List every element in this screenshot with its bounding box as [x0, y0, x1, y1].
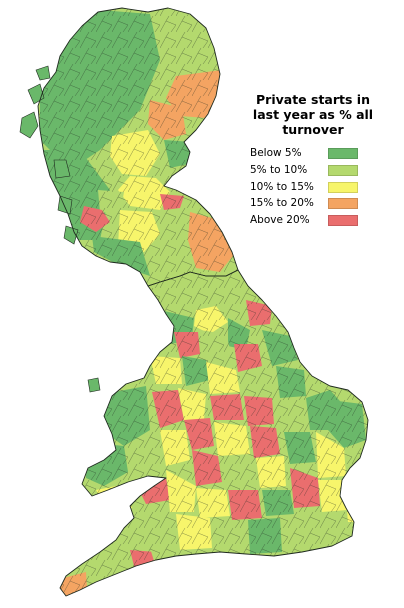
legend-item-10-to-15: 10% to 15%	[246, 180, 396, 196]
legend-title-line-3: turnover	[282, 122, 344, 137]
legend-label: 15% to 20%	[250, 197, 314, 210]
legend-item-below-5: Below 5%	[246, 146, 396, 162]
legend-swatch-dark-green	[328, 148, 358, 159]
coastline	[37, 7, 369, 597]
legend-label: 10% to 15%	[250, 180, 314, 193]
legend-swatch-light-green	[328, 164, 358, 176]
legend-swatch-yellow	[328, 181, 358, 193]
legend-title-line-2: last year as % all	[252, 107, 374, 122]
islands	[19, 65, 101, 393]
legend-label: 5% to 10%	[250, 163, 308, 176]
legend-label: Below 5%	[250, 147, 302, 159]
legend-swatch-red	[328, 215, 358, 227]
legend-title-line-1: Private starts in	[256, 92, 370, 107]
legend-item-above-20: Above 20%	[246, 213, 396, 229]
legend-title: Private starts in last year as % all tur…	[248, 92, 378, 137]
legend-swatch-orange	[328, 198, 358, 210]
legend-item-15-to-20: 15% to 20%	[246, 196, 396, 212]
map-legend: Private starts in last year as % all tur…	[246, 92, 396, 230]
legend-label: Above 20%	[250, 214, 310, 227]
legend-item-5-to-10: 5% to 10%	[246, 163, 396, 179]
legend-items: Below 5% 5% to 10% 10% to 15% 15% to 20%…	[246, 146, 396, 229]
